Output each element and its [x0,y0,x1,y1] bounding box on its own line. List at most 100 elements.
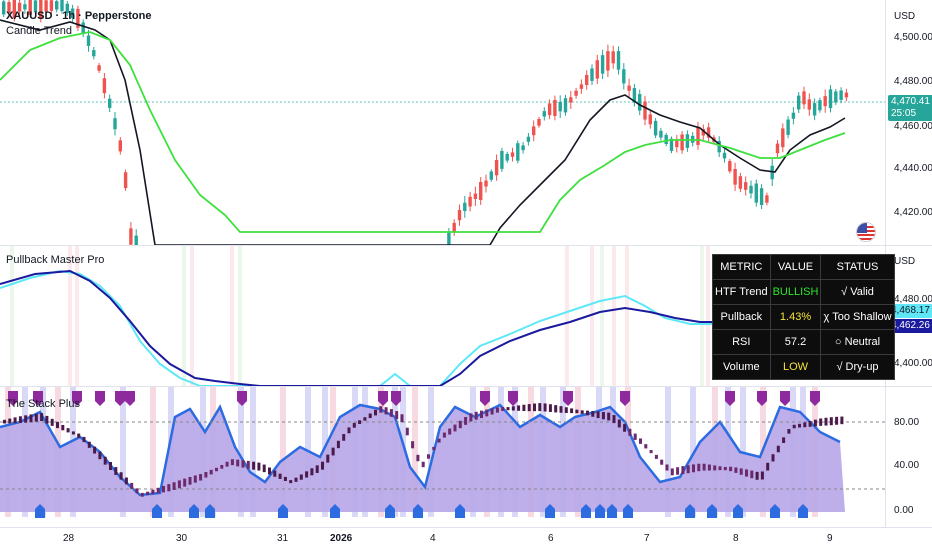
stack-dot [331,447,335,456]
candle-body [65,3,69,14]
candle-body [108,98,112,108]
candle-body [49,0,54,11]
buy-signal-marker [385,504,395,518]
sell-signal-marker [780,391,790,406]
pullback-master-chart[interactable] [0,246,885,386]
stack-dot [564,407,568,413]
signal-band [280,387,286,517]
value-cell: 1.43% [769,304,822,330]
table-header-row: METRIC VALUE STATUS [712,254,895,280]
time-axis[interactable]: 28 30 31 2026 4 6 7 8 9 [0,527,932,550]
sell-signal-marker [115,391,125,406]
last-price-badge: 4,470.41 25:05 [888,95,932,121]
stack-dot [554,405,558,413]
stack-dot [82,436,86,443]
ema-fast-line [0,19,846,245]
stack-dot [310,468,314,476]
candle-body [706,127,711,138]
stack-dot [729,466,733,472]
stack-dot [829,417,833,426]
stack-dot [453,424,457,432]
stack-dot [506,407,510,411]
candle-body [473,193,478,200]
price-tick: 4,460.00 [894,121,932,132]
stack-dot [533,403,536,412]
time-tick: 7 [644,533,650,544]
candle-body [102,78,107,94]
candle-body [70,8,75,19]
stack-plus-chart[interactable] [0,387,885,526]
price-tick: 4,500.00 [894,32,932,43]
stack-dot [660,459,664,465]
status-cell: √ Dry-up [820,354,895,380]
candle-body [701,128,705,136]
stack-dot [268,467,271,475]
pullback-master-pane[interactable]: Pullback Master Pro [0,246,885,386]
stack-dot [252,461,256,470]
stack-dot [273,470,277,477]
stack-dot [352,422,356,428]
candle-body [611,51,615,64]
stack-dot [538,403,542,412]
stack-dot [432,446,436,451]
signal-band [75,246,79,386]
stack-dot [570,408,574,414]
sell-signal-marker [620,391,630,406]
stack-dot [511,406,515,411]
stack-dot [93,446,97,454]
stack-dot [411,441,415,449]
momentum-area [0,405,845,512]
price-chart[interactable] [0,0,885,245]
sell-signal-marker [508,391,518,406]
stack-dot [124,477,128,485]
price-axis[interactable]: USD 4,500.00 4,480.00 4,460.00 4,440.00 … [885,0,932,245]
stack-dot [66,428,70,433]
candle-body [76,8,80,28]
time-tick: 31 [277,533,289,544]
candle-body [123,172,128,189]
candle-body [97,65,101,71]
stack-dot [559,406,563,413]
stack-axis[interactable]: 80.00 40.00 0.00 [885,387,932,527]
symbol-title[interactable]: XAUUSD · 1h · Pepperstone [6,10,152,22]
stack-dot [374,409,377,416]
candle-body [648,114,652,125]
candle-body [23,4,27,10]
stack-dot [601,411,605,420]
signal-band [428,387,434,517]
stack-dot [98,451,102,460]
candle-body [733,168,737,185]
stack-dot [13,417,17,424]
stack-dot [384,407,388,415]
stack-plus-title[interactable]: The Stack Plus [6,398,80,410]
stack-dot [469,413,473,422]
ema-slow-line [0,31,846,233]
candle-body [839,90,843,100]
candle-body [812,103,817,116]
candle-body [802,91,806,105]
stack-tick: 40.00 [894,460,920,471]
stack-dot [156,487,160,494]
candle-body [844,92,849,98]
candle-body [39,0,43,20]
stack-dot [193,475,197,483]
stack-dot [395,411,399,420]
signal-band [700,246,704,386]
indicator-title[interactable]: Candle Trend [6,25,73,37]
stack-dot [61,425,65,431]
candle-body [828,89,833,109]
stack-dot [713,465,717,471]
stack-dot [315,465,319,473]
candle-body [558,101,562,112]
buy-signal-marker [623,504,633,518]
stack-plus-pane[interactable]: The Stack Plus [0,387,885,526]
pullback-master-title[interactable]: Pullback Master Pro [6,254,105,266]
candle-body [12,0,16,19]
candle-body [28,0,32,15]
stack-dot [347,427,351,434]
price-chart-pane[interactable]: XAUUSD · 1h · Pepperstone Candle Trend [0,0,885,245]
stack-dot [114,467,118,475]
stack-dot [241,460,245,468]
stack-dot [686,465,690,474]
candle-body [457,209,462,221]
